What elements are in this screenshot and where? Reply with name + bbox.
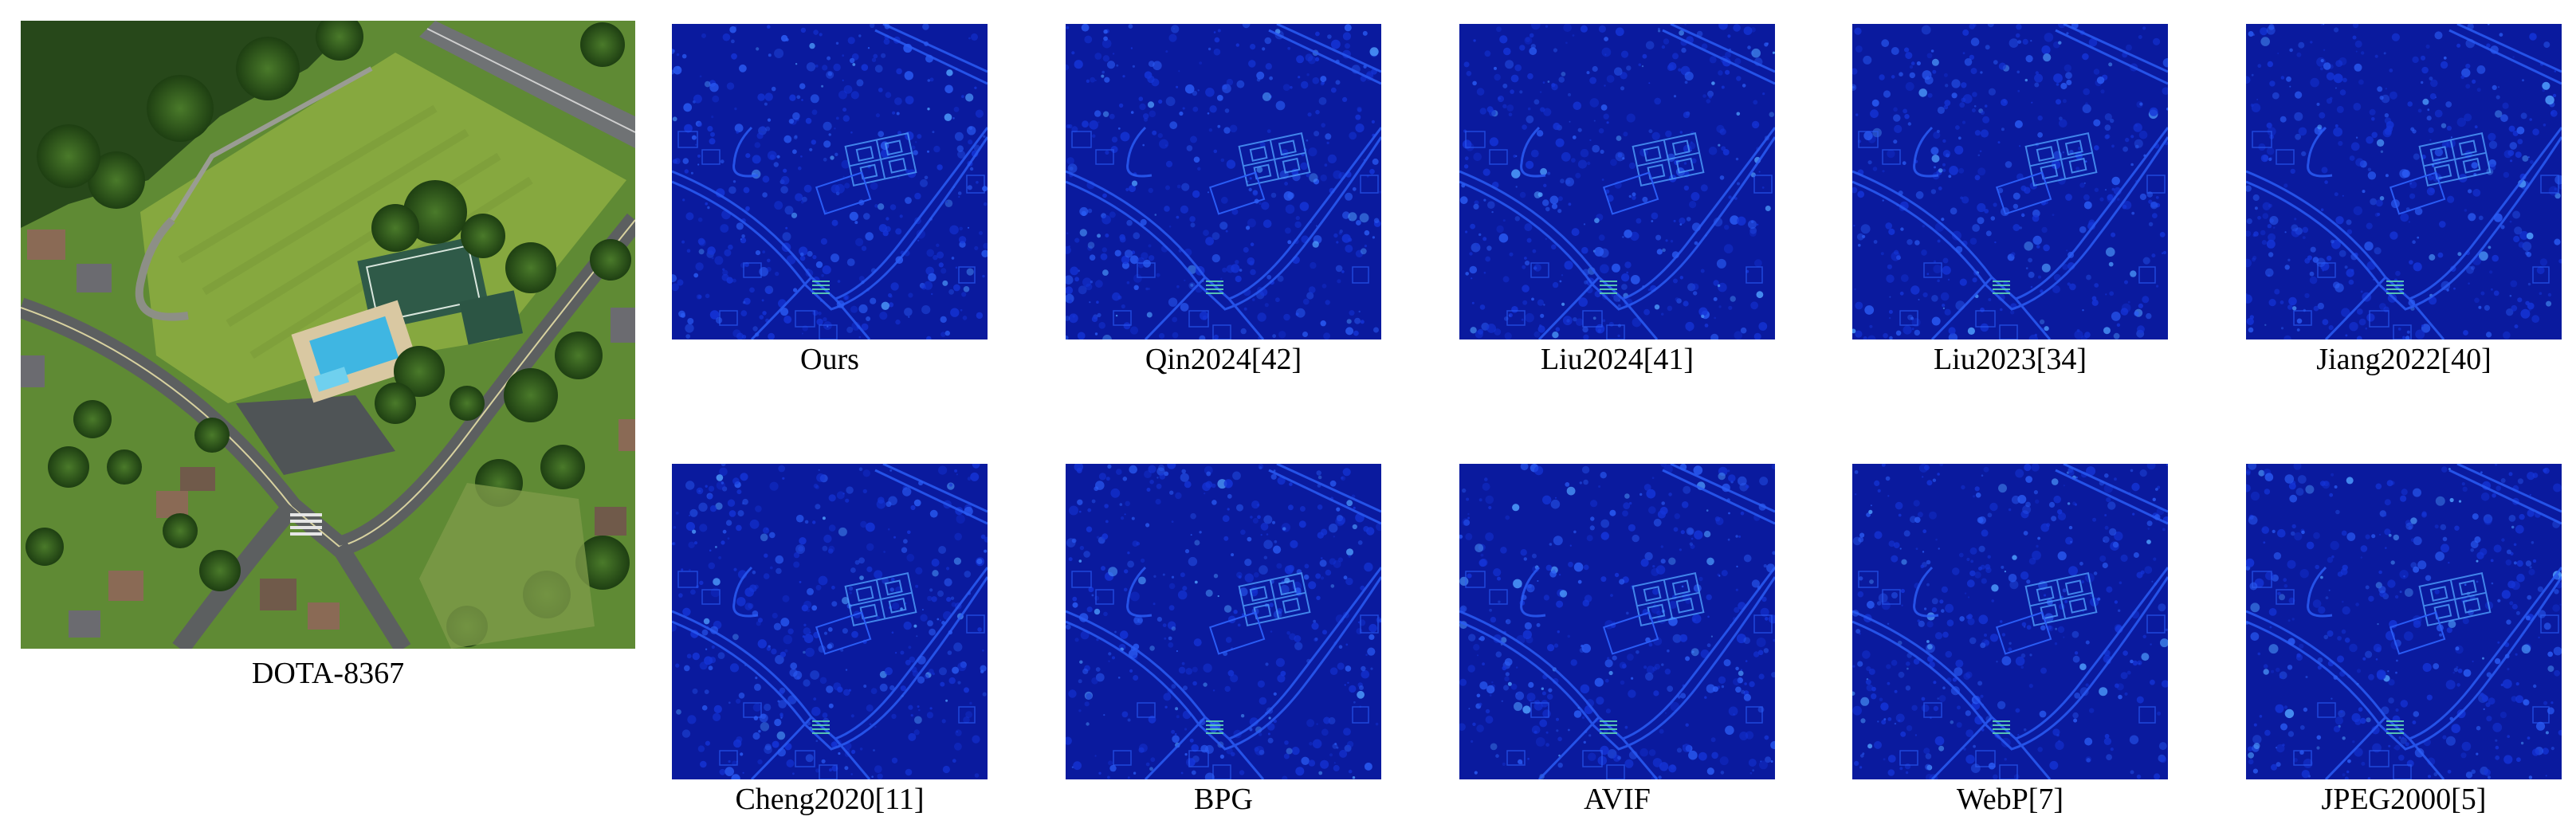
error-heatmap-image [1459, 464, 1775, 779]
error-heatmap-image [1459, 24, 1775, 339]
method-caption: Ours [800, 343, 859, 376]
error-heatmap [1852, 464, 2168, 779]
error-heatmap [1852, 24, 2168, 339]
method-caption: Qin2024[42] [1145, 343, 1302, 376]
method-caption: Liu2023[34] [1933, 343, 2087, 376]
method-caption: WebP[7] [1956, 783, 2064, 816]
method-caption: AVIF [1584, 783, 1651, 816]
error-heatmap [2246, 464, 2562, 779]
error-heatmap-image [1066, 464, 1381, 779]
method-caption: BPG [1194, 783, 1253, 816]
error-heatmap-image [2246, 464, 2562, 779]
method-caption: Cheng2020[11] [735, 783, 925, 816]
error-heatmap-image [1852, 24, 2168, 339]
error-heatmap [672, 464, 988, 779]
error-heatmap [672, 24, 988, 339]
original-aerial-image [21, 21, 635, 649]
error-heatmap [1459, 464, 1775, 779]
error-heatmap-image [1852, 464, 2168, 779]
method-caption: JPEG2000[5] [2321, 783, 2487, 816]
error-heatmap [1066, 464, 1381, 779]
method-caption: Jiang2022[40] [2316, 343, 2492, 376]
error-heatmap-image [2246, 24, 2562, 339]
error-heatmap-image [672, 464, 988, 779]
error-heatmap [1066, 24, 1381, 339]
error-heatmap [2246, 24, 2562, 339]
aerial-photo [21, 21, 635, 649]
error-heatmap-image [672, 24, 988, 339]
error-heatmap-image [1066, 24, 1381, 339]
error-heatmap [1459, 24, 1775, 339]
method-caption: Liu2024[41] [1540, 343, 1694, 376]
original-image-caption: DOTA-8367 [251, 657, 405, 690]
